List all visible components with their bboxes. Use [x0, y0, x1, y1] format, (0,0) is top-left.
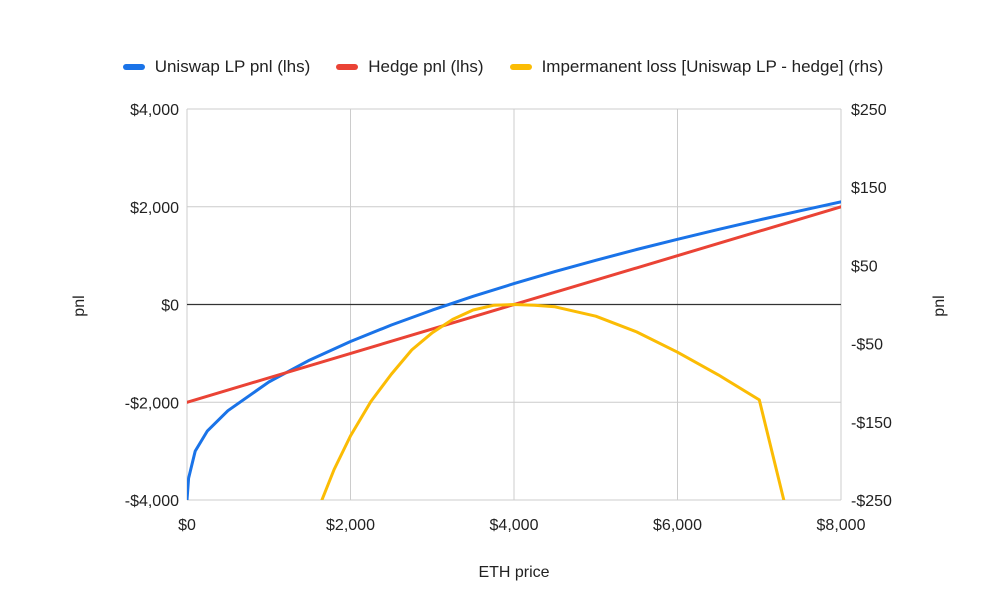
chart-legend: Uniswap LP pnl (lhs) Hedge pnl (lhs) Imp…	[0, 53, 1006, 81]
legend-item-uniswap[interactable]: Uniswap LP pnl (lhs)	[122, 57, 311, 77]
legend-label-hedge: Hedge pnl (lhs)	[368, 57, 484, 76]
x-tick-label: $0	[178, 517, 196, 534]
legend-label-uniswap: Uniswap LP pnl (lhs)	[154, 57, 311, 76]
y-left-tick-label: -$2,000	[125, 395, 179, 412]
series-line-impermanent-loss	[320, 303, 786, 500]
legend-swatch-uniswap	[122, 64, 145, 70]
x-tick-label: $2,000	[326, 517, 375, 534]
legend-swatch-hedge	[336, 64, 359, 70]
y-right-tick-label: -$150	[851, 415, 892, 432]
y-axis-title-right: pnl	[931, 295, 948, 316]
y-left-tick-label: $4,000	[130, 102, 179, 119]
x-tick-label: $4,000	[490, 517, 539, 534]
y-left-tick-label: -$4,000	[125, 493, 179, 510]
series-line-uniswap-lp	[187, 200, 841, 500]
legend-label-impermanent-loss: Impermanent loss [Uniswap LP - hedge] (r…	[541, 57, 884, 76]
legend-swatch-impermanent-loss	[509, 64, 532, 70]
y-right-tick-label: $250	[851, 102, 887, 119]
y-left-tick-label: $0	[161, 298, 179, 315]
legend-item-hedge[interactable]: Hedge pnl (lhs)	[336, 57, 484, 77]
y-left-tick-label: $2,000	[130, 200, 179, 217]
y-right-tick-label: -$50	[851, 337, 883, 354]
x-axis-title: ETH price	[478, 564, 549, 581]
y-right-tick-label: $50	[851, 258, 878, 275]
y-right-tick-label: $150	[851, 180, 887, 197]
y-right-tick-label: -$250	[851, 493, 892, 510]
legend-item-impermanent-loss[interactable]: Impermanent loss [Uniswap LP - hedge] (r…	[509, 57, 884, 77]
series-group	[187, 200, 841, 500]
x-tick-label: $8,000	[817, 517, 866, 534]
x-tick-label: $6,000	[653, 517, 702, 534]
gridlines	[186, 108, 842, 501]
y-axis-title-left: pnl	[71, 295, 88, 316]
tick-labels: $0 $2,000 $4,000 $6,000 $8,000 $4,000 $2,000 $0…	[125, 102, 892, 534]
